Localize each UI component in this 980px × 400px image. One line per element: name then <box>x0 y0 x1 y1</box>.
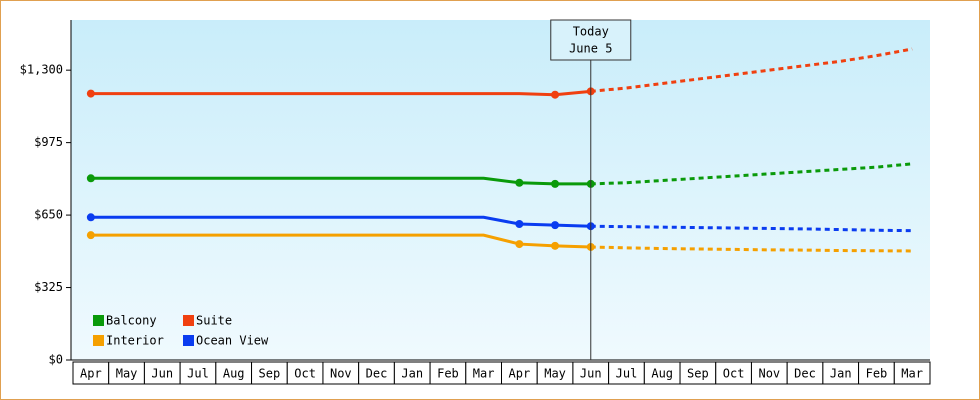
price-point <box>86 213 95 222</box>
price-line <box>90 233 591 249</box>
x-tick-label: Mar <box>901 367 923 381</box>
today-label: June 5 <box>569 42 612 56</box>
y-tick-label: $650 <box>34 208 63 222</box>
x-tick-label: Dec <box>366 367 388 381</box>
plot-area <box>71 20 930 360</box>
x-tick-label: Dec <box>794 367 816 381</box>
legend-label: Suite <box>196 314 232 328</box>
x-tick-label: Aug <box>651 367 673 381</box>
x-tick-label: Jul <box>616 367 638 381</box>
x-tick-label: Jan <box>830 367 852 381</box>
x-tick-label: Jun <box>580 367 602 381</box>
x-tick-label: Aug <box>223 367 245 381</box>
price-point <box>551 241 560 250</box>
price-point <box>515 240 524 249</box>
price-point <box>515 220 524 228</box>
x-tick-label: Oct <box>723 367 745 381</box>
x-tick-label: May <box>116 367 138 381</box>
today-label: Today <box>573 25 609 39</box>
legend-label: Interior <box>106 334 164 348</box>
x-tick-label: Jun <box>151 367 173 381</box>
legend-swatch <box>183 335 194 346</box>
price-point <box>551 221 560 230</box>
x-tick-label: Apr <box>509 367 531 381</box>
x-tick-label: Nov <box>758 367 780 381</box>
x-tick-label: Sep <box>259 367 281 381</box>
legend-swatch <box>93 315 104 326</box>
x-tick-label: Sep <box>687 367 709 381</box>
x-cell <box>893 361 931 385</box>
price-point <box>551 179 560 188</box>
price-line <box>90 215 591 228</box>
x-tick-label: Apr <box>80 367 102 381</box>
x-tick-label: Feb <box>437 367 459 381</box>
y-tick-label: $1,300 <box>20 63 63 77</box>
legend-swatch <box>93 335 104 346</box>
x-tick-label: Mar <box>473 367 495 381</box>
legend-label: Balcony <box>106 314 157 328</box>
price-line <box>90 89 591 97</box>
x-tick-label: Nov <box>330 367 352 381</box>
price-point <box>86 174 95 183</box>
x-tick-label: Jul <box>187 367 209 381</box>
price-point <box>86 89 95 98</box>
y-tick-label: $0 <box>49 353 63 367</box>
price-point <box>515 178 524 187</box>
x-tick-label: Feb <box>866 367 888 381</box>
y-tick-label: $975 <box>34 135 63 149</box>
price-line <box>90 176 591 186</box>
x-tick-label: Oct <box>294 367 316 381</box>
legend-swatch <box>183 315 194 326</box>
today-box <box>550 19 632 61</box>
price-point <box>86 231 95 240</box>
x-tick-label: May <box>544 367 566 381</box>
x-tick-label: Jan <box>401 367 423 381</box>
legend-label: Ocean View <box>196 334 269 348</box>
y-tick-label: $325 <box>34 280 63 294</box>
price-point <box>551 90 560 99</box>
